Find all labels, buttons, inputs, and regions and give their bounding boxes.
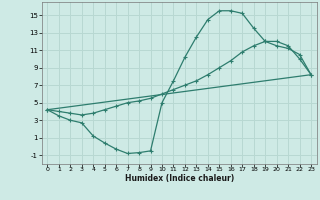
X-axis label: Humidex (Indice chaleur): Humidex (Indice chaleur) [124,174,234,183]
